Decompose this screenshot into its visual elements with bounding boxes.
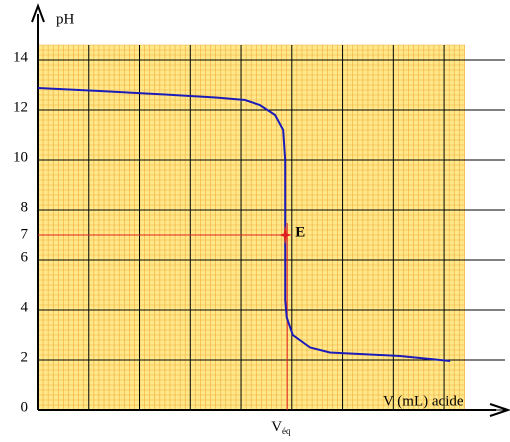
equivalence-x-label-sub: éq — [282, 426, 291, 436]
equivalence-y-label: 7 — [21, 226, 29, 242]
y-tick-label: 8 — [21, 199, 29, 215]
axes — [31, 3, 510, 417]
y-tick-label: 14 — [13, 49, 29, 65]
y-tick-label: 0 — [21, 399, 29, 415]
y-axis-label: pH — [56, 11, 75, 27]
y-tick-label: 2 — [21, 349, 29, 365]
y-tick-label: 10 — [13, 149, 28, 165]
equivalence-x-label: Véq — [271, 419, 291, 436]
x-axis-label: V (mL) acide — [383, 393, 464, 409]
y-tick-label: 12 — [13, 99, 28, 115]
equivalence-point — [278, 225, 293, 245]
curve — [37, 87, 451, 362]
y-tick-label: 4 — [21, 299, 29, 315]
equivalence-x-label-base: V — [271, 419, 282, 435]
equivalence-label: E — [295, 224, 305, 240]
y-tick-label: 6 — [21, 249, 29, 265]
